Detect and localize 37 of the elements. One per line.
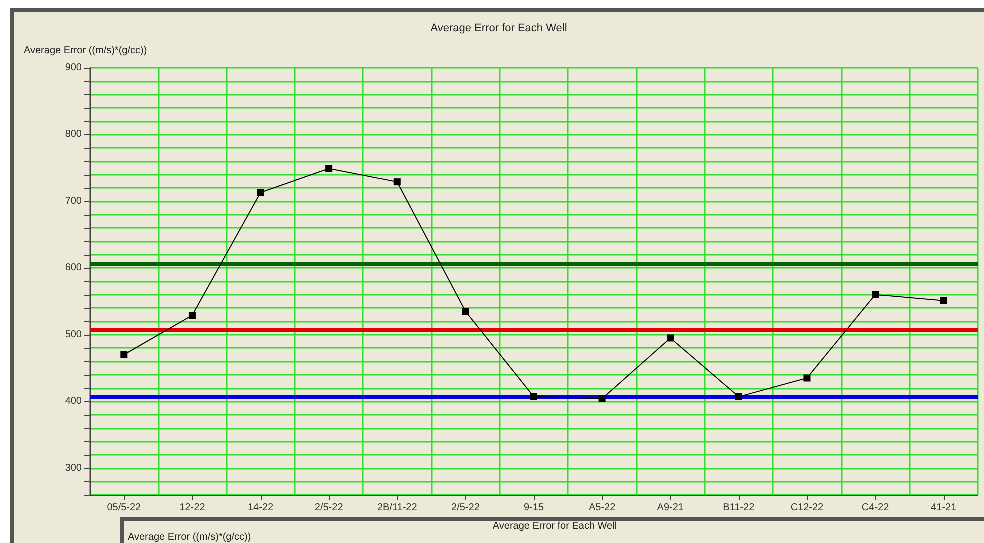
point bbox=[326, 165, 333, 172]
point bbox=[598, 395, 606, 402]
y-tick-label: 600 bbox=[65, 262, 82, 274]
y-tick-label: 900 bbox=[65, 62, 82, 74]
y-tick-label: 400 bbox=[65, 396, 82, 408]
x-tick-label: 12-22 bbox=[180, 502, 206, 514]
y-axis-title: Average Error ((m/s)*(g/cc)) bbox=[24, 46, 148, 56]
x-tick-label: 9-15 bbox=[524, 502, 544, 514]
point bbox=[530, 393, 538, 400]
x-tick-label: 05/5-22 bbox=[107, 502, 142, 514]
x-tick-label: B11-22 bbox=[723, 502, 756, 514]
x-tick-label: 41-21 bbox=[931, 502, 958, 514]
y-tick-label: 800 bbox=[65, 129, 82, 140]
text: Average Error for Each Well bbox=[492, 521, 618, 532]
point bbox=[804, 374, 811, 382]
point bbox=[394, 178, 401, 186]
x-tick-label: 2/5-22 bbox=[452, 502, 480, 514]
y-tick-label: 300 bbox=[65, 462, 82, 474]
x-tick-label: A5-22 bbox=[588, 502, 616, 514]
point bbox=[188, 312, 196, 320]
point bbox=[735, 393, 742, 400]
x-tick-label: 14-22 bbox=[248, 502, 274, 514]
point bbox=[462, 308, 470, 316]
x-tick-label: C4-22 bbox=[862, 502, 890, 514]
y-tick-label: 500 bbox=[65, 329, 82, 340]
point bbox=[667, 334, 674, 342]
x-tick-label: 2B/11-22 bbox=[377, 502, 418, 514]
point bbox=[872, 291, 880, 298]
point bbox=[257, 189, 264, 196]
point bbox=[120, 351, 128, 358]
x-tick-label: C12-22 bbox=[790, 502, 824, 514]
chart-title: Average Error for Each Well bbox=[430, 22, 568, 34]
y-tick-label: 700 bbox=[65, 196, 82, 207]
point bbox=[940, 297, 948, 304]
x-tick-label: 2/5-22 bbox=[314, 502, 344, 514]
x-tick-label: A9-21 bbox=[657, 502, 684, 514]
text: Average Error ((m/s)*(g/cc)) bbox=[128, 532, 252, 543]
